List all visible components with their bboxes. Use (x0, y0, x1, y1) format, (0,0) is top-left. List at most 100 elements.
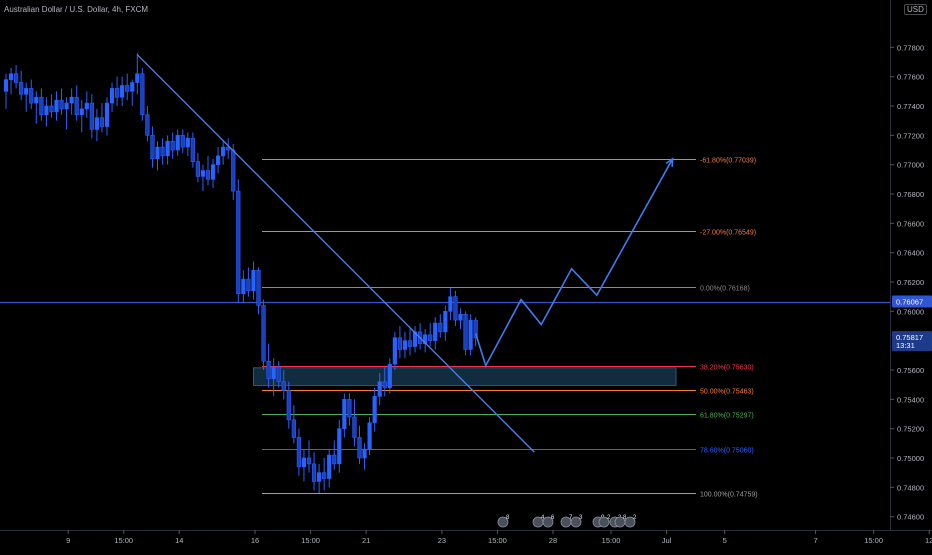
candle-body (261, 305, 266, 362)
candle-body (463, 313, 468, 350)
candle-body (241, 278, 246, 295)
fib-level-label: 78.60%(0.75060) (700, 448, 754, 455)
candle-body (190, 137, 195, 163)
trendline[interactable] (136, 54, 535, 453)
price-tick-label: 0.74800 (897, 483, 924, 492)
candle-body (271, 366, 276, 380)
price-tick-label: 0.74600 (897, 513, 924, 522)
candle-body (19, 82, 24, 95)
event-count-label: 2 (633, 515, 637, 521)
candle-body (3, 79, 9, 92)
candle-body (342, 399, 347, 429)
candle-body (291, 419, 296, 438)
fib-level-label: 50.00%(0.75463) (700, 389, 754, 396)
candle-body (109, 88, 115, 104)
candle-body (130, 82, 135, 92)
time-tick-label: 5 (723, 536, 727, 545)
candle-body (377, 381, 382, 397)
candle-body (64, 102, 69, 110)
price-tick-label: 0.77600 (897, 73, 924, 82)
candle-body (24, 88, 29, 95)
candle-body (200, 170, 206, 177)
candle-body (433, 322, 438, 341)
candle-body (115, 88, 120, 98)
candle-body (256, 269, 261, 306)
candle-body (438, 322, 443, 333)
candle-body (448, 296, 453, 312)
candle-body (135, 73, 140, 83)
candle-body (180, 135, 185, 148)
candle-body (443, 311, 448, 333)
candle-body (367, 422, 372, 450)
event-count-label: 2 (607, 515, 611, 521)
time-tick-label: 21 (362, 536, 370, 545)
time-tick-label: 15:00 (114, 536, 133, 545)
candle-body (59, 99, 64, 110)
price-tick-label: 0.76400 (897, 249, 924, 258)
event-count-label: 8 (623, 515, 627, 521)
price-tick-label: 0.75400 (897, 395, 924, 404)
candle-body (210, 164, 216, 180)
candle-body (337, 428, 342, 465)
support-zone[interactable] (253, 367, 677, 386)
candle-body (226, 146, 231, 151)
candle-body (175, 135, 180, 151)
price-axis[interactable]: 0.77800 0.77600 0.77400 0.77200 0.77000 0.768… (890, 0, 932, 550)
candle-body (397, 337, 403, 350)
candle-body (236, 190, 241, 295)
candle-body (473, 319, 478, 339)
candle-body (382, 381, 387, 388)
candle-body (276, 366, 281, 383)
event-count-label: 7 (569, 515, 573, 521)
fib-retracement[interactable]: -61.80%(0.77039) -27.00%(0.76549) 0.00%(0.… (262, 158, 758, 499)
fib-level-label: -27.00%(0.76549) (700, 230, 756, 237)
candle-body (44, 105, 49, 116)
time-tick-label: 15:00 (488, 536, 507, 545)
current-price-tag-label: 0.75817 (896, 333, 923, 342)
time-tick-label: 28 (549, 536, 557, 545)
candle-body (8, 73, 14, 80)
fib-level-label: -61.80%(0.77039) (700, 158, 756, 165)
candle-body (155, 146, 160, 160)
fib-level-label: 0.00%(0.76168) (700, 286, 750, 293)
event-flag-icon (497, 516, 509, 528)
time-tick-label: 15:00 (864, 536, 883, 545)
candle-body (322, 472, 327, 479)
support-zone-rect (253, 367, 677, 386)
projection-arrowhead (665, 157, 674, 167)
projection-path[interactable] (474, 157, 674, 368)
candle-body (170, 140, 175, 151)
candlestick-series (3, 53, 478, 494)
fib-level-label: 38.20%(0.75630) (700, 365, 754, 372)
candle-body (14, 73, 19, 83)
price-tick-label: 0.75200 (897, 425, 924, 434)
time-axis-bg (0, 530, 890, 550)
candle-body (79, 108, 84, 116)
currency-badge[interactable]: USD (904, 4, 927, 15)
last-price-tag (892, 295, 932, 308)
price-tick-label: 0.77000 (897, 161, 924, 170)
price-tick-label: 0.76200 (897, 278, 924, 287)
candle-body (125, 85, 130, 92)
economic-events[interactable]: 8467392282 (497, 515, 637, 528)
candle-body (246, 278, 251, 292)
current-price-countdown: 13:31 (896, 341, 915, 350)
candle-body (29, 88, 34, 104)
candle-body (221, 146, 226, 157)
event-count-label: 4 (541, 515, 545, 521)
candle-body (251, 269, 256, 292)
time-tick-label: 12 (925, 536, 932, 545)
candle-body (402, 340, 408, 350)
candle-body (104, 102, 110, 127)
price-tick-label: 0.77200 (897, 131, 924, 140)
price-tick-label: 0.76600 (897, 219, 924, 228)
time-axis[interactable]: 9 15:00 14 16 15:00 21 23 15:00 28 15:00 Jul 5 7 15:0… (0, 530, 932, 550)
candle-body (392, 337, 397, 365)
candle-body (94, 117, 99, 130)
candle-body (89, 102, 94, 130)
candle-body (150, 135, 155, 160)
fib-level-label: 61.80%(0.75297) (700, 413, 754, 420)
